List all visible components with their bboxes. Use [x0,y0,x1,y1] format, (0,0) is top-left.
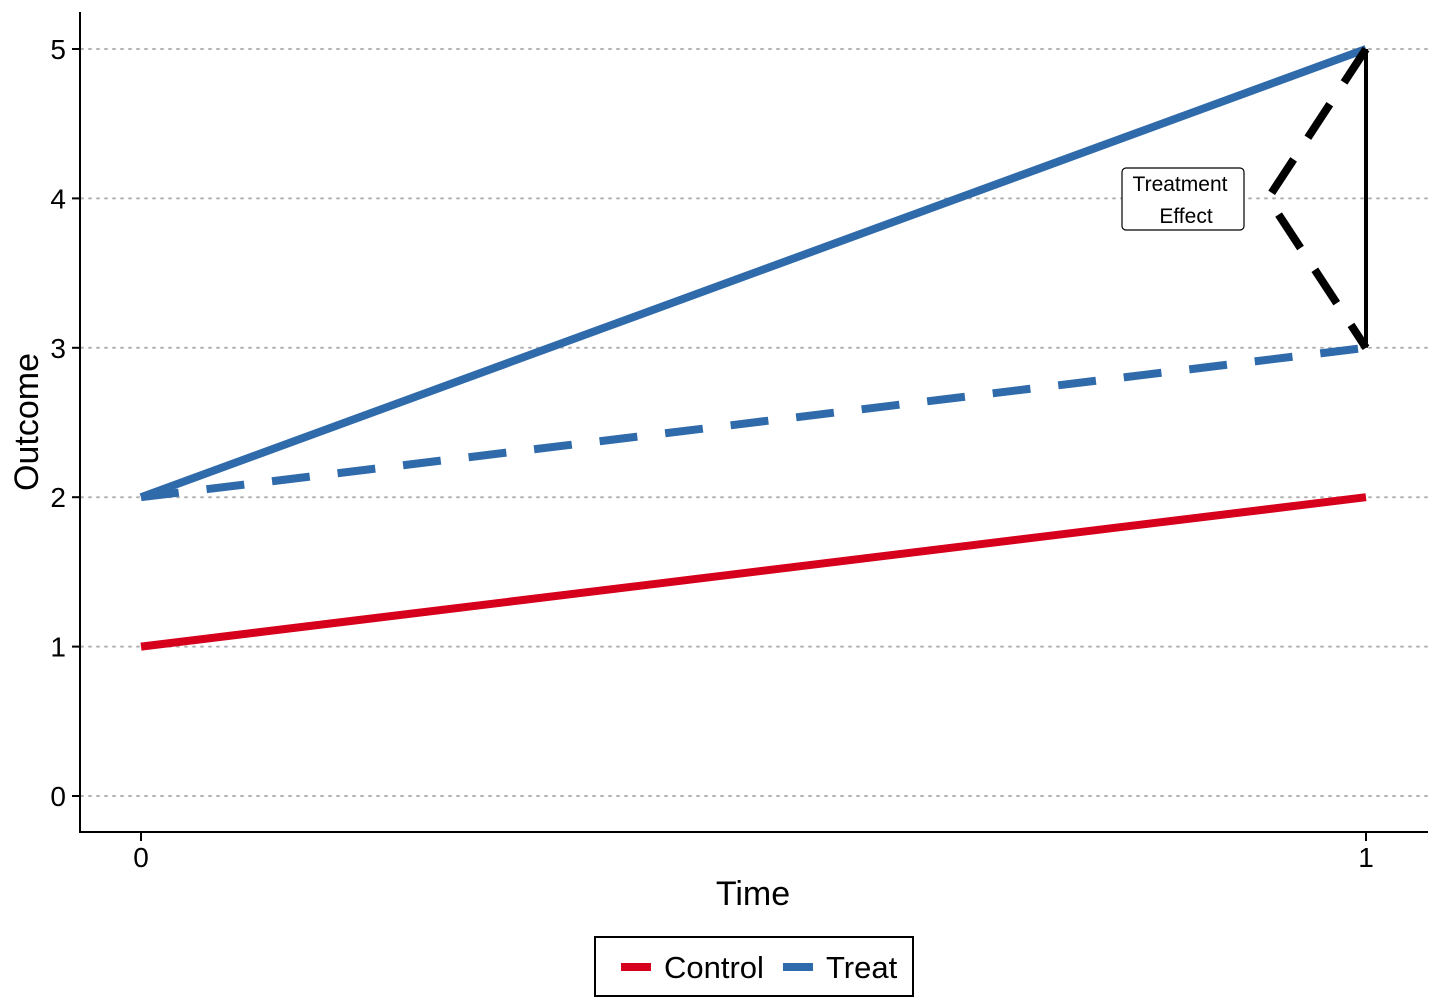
y-tick-label-5: 5 [50,34,66,65]
legend-label-treat: Treat [826,950,898,985]
y-tick-label-3: 3 [50,333,66,364]
y-axis-title: Outcome [8,353,46,491]
effect-label-box [1121,167,1245,231]
x-tick-label-1: 1 [1358,842,1374,873]
series-lines [139,45,1368,651]
effect-bracket [1263,46,1370,350]
y-tick-label-1: 1 [50,632,66,663]
legend-label-control: Control [664,950,764,985]
grid-lines [80,48,1429,797]
control-line [140,493,1367,651]
legend: Control Treat [594,936,914,997]
counterfactual-line [140,343,1367,502]
axes [79,12,1428,833]
x-axis-title: Time [716,875,790,913]
y-tick-label-2: 2 [50,482,66,513]
y-tick-label-0: 0 [50,781,66,812]
treat-line [139,45,1368,501]
y-tick-label-4: 4 [50,183,66,214]
effect-label-line-1: Treatment [1133,173,1228,196]
treatment-effect-annotation: Treatment Effect [1121,46,1370,350]
effect-label-line-2: Effect [1159,205,1212,228]
x-tick-label-0: 0 [133,842,149,873]
effect-label: Treatment Effect [1133,173,1228,228]
tick-labels: 0 1 2 3 4 5 0 1 [50,34,1373,873]
